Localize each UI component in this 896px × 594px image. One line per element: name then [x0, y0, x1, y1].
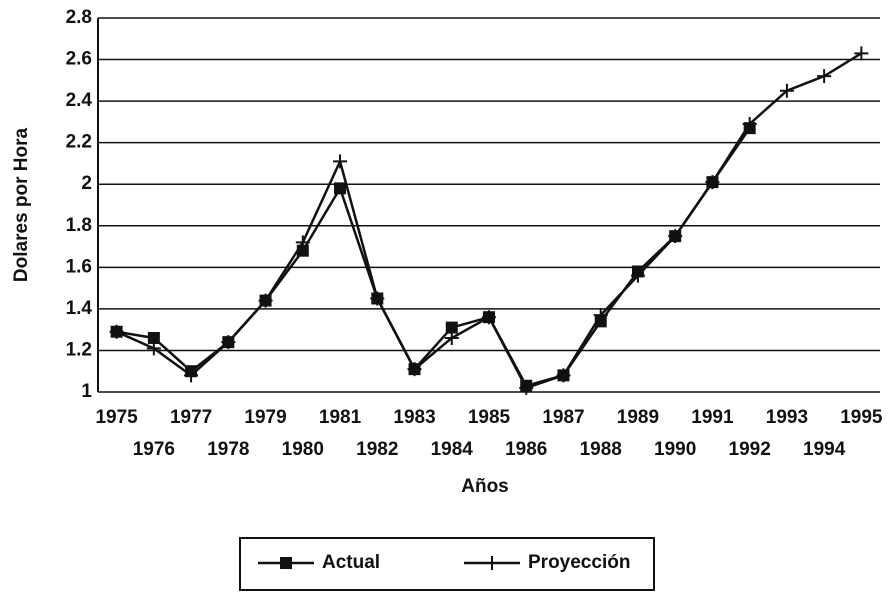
x-tick-label: 1979 [244, 407, 286, 428]
marker [445, 321, 458, 334]
marker [109, 324, 124, 339]
marker [817, 69, 832, 84]
y-tick-label: 1.6 [66, 256, 92, 277]
marker [519, 380, 534, 395]
marker [184, 368, 199, 383]
x-tick-label: 1987 [542, 407, 584, 428]
marker [221, 335, 236, 350]
marker [482, 310, 496, 325]
y-tick-label: 1.8 [66, 215, 92, 236]
marker [593, 308, 608, 323]
marker [147, 331, 160, 344]
marker [258, 293, 273, 308]
x-tick-label: 1994 [803, 439, 846, 460]
marker [407, 362, 422, 377]
y-tick-label: 2 [81, 173, 92, 194]
marker [295, 235, 310, 250]
marker [334, 182, 347, 195]
x-tick-label: 1986 [505, 439, 547, 460]
x-tick-label: 1990 [654, 439, 696, 460]
x-tick-label: 1985 [468, 407, 511, 428]
y-tick-label: 1.2 [66, 339, 92, 360]
x-tick-label: 1993 [766, 407, 808, 428]
marker [146, 341, 161, 356]
x-tick-label: 1980 [282, 439, 324, 460]
marker [668, 229, 683, 244]
x-tick-label: 1982 [356, 439, 398, 460]
x-tick-label: 1995 [840, 407, 883, 428]
marker [333, 154, 348, 169]
x-tick-label: 1991 [691, 407, 734, 428]
marker [485, 556, 499, 570]
x-tick-label: 1984 [431, 439, 474, 460]
x-tick-label: 1983 [393, 407, 435, 428]
marker [556, 368, 571, 383]
y-tick-label: 2.2 [66, 132, 92, 153]
y-tick-label: 2.4 [66, 90, 93, 111]
legend-box [239, 537, 655, 591]
x-tick-label: 1977 [170, 407, 212, 428]
marker [854, 46, 869, 61]
x-tick-label: 1988 [580, 439, 622, 460]
y-tick-label: 1 [81, 381, 92, 402]
x-tick-label: 1989 [617, 407, 659, 428]
x-tick-label: 1976 [133, 439, 175, 460]
marker [742, 116, 757, 131]
marker [280, 557, 292, 569]
x-tick-label: 1992 [729, 439, 771, 460]
x-tick-label: 1981 [319, 407, 362, 428]
marker [779, 83, 794, 98]
x-axis-label: Años [461, 476, 509, 497]
marker [370, 291, 385, 306]
marker [705, 175, 720, 190]
y-tick-label: 2.6 [66, 49, 92, 70]
legend-label: Proyección [528, 552, 630, 573]
y-axis-label: Dolares por Hora [11, 127, 32, 282]
y-tick-label: 2.8 [66, 7, 92, 28]
x-tick-label: 1978 [207, 439, 249, 460]
x-tick-label: 1975 [95, 407, 138, 428]
y-tick-label: 1.4 [66, 298, 93, 319]
marker [630, 268, 645, 283]
legend-label: Actual [322, 552, 380, 573]
marker [444, 330, 459, 345]
